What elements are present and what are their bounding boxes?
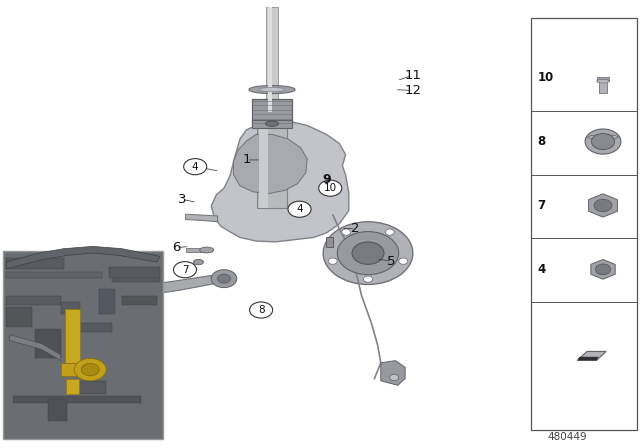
- Bar: [67, 381, 106, 394]
- Ellipse shape: [588, 135, 618, 139]
- Circle shape: [250, 302, 273, 318]
- Bar: [109, 267, 160, 278]
- Polygon shape: [591, 259, 615, 279]
- Text: 10: 10: [538, 71, 554, 84]
- Polygon shape: [589, 194, 618, 217]
- Circle shape: [591, 134, 614, 150]
- Circle shape: [337, 232, 399, 275]
- Text: 8: 8: [258, 305, 264, 315]
- Bar: [6, 296, 61, 305]
- Text: 12: 12: [404, 84, 421, 97]
- Text: 1: 1: [242, 153, 251, 167]
- Bar: [66, 379, 79, 394]
- Circle shape: [399, 258, 408, 264]
- Circle shape: [595, 264, 611, 275]
- Ellipse shape: [257, 309, 268, 314]
- Ellipse shape: [266, 121, 278, 126]
- Circle shape: [74, 358, 106, 381]
- Polygon shape: [186, 214, 218, 222]
- Bar: [80, 323, 112, 332]
- Polygon shape: [381, 361, 405, 385]
- Bar: [252, 120, 292, 128]
- Text: 4: 4: [538, 263, 546, 276]
- Bar: [65, 309, 80, 363]
- Bar: [266, 7, 278, 112]
- Circle shape: [211, 270, 237, 288]
- Text: 480449: 480449: [548, 432, 588, 442]
- Bar: [326, 237, 333, 247]
- Text: 10: 10: [324, 183, 337, 193]
- Polygon shape: [6, 246, 160, 269]
- Bar: [596, 77, 609, 81]
- Text: 3: 3: [178, 193, 187, 206]
- Bar: [6, 272, 102, 278]
- Polygon shape: [234, 134, 307, 194]
- Circle shape: [364, 276, 372, 282]
- Polygon shape: [10, 335, 61, 361]
- Polygon shape: [211, 121, 349, 242]
- Text: 11: 11: [404, 69, 421, 82]
- Text: 4: 4: [192, 162, 198, 172]
- Circle shape: [585, 129, 621, 154]
- Circle shape: [385, 229, 394, 235]
- Bar: [6, 307, 32, 327]
- Text: 2: 2: [351, 222, 360, 235]
- Text: 5: 5: [387, 254, 396, 268]
- Ellipse shape: [259, 87, 285, 92]
- Circle shape: [288, 201, 311, 217]
- Bar: [35, 329, 61, 358]
- Bar: [3, 251, 163, 439]
- Bar: [48, 399, 67, 421]
- Bar: [531, 18, 637, 430]
- Bar: [257, 112, 287, 208]
- Polygon shape: [115, 273, 230, 297]
- Circle shape: [218, 274, 230, 283]
- Text: 8: 8: [538, 135, 546, 148]
- Bar: [599, 81, 607, 93]
- Circle shape: [352, 242, 384, 264]
- Bar: [268, 7, 271, 112]
- Text: 7: 7: [538, 199, 546, 212]
- Polygon shape: [577, 357, 598, 360]
- Bar: [99, 289, 115, 314]
- Bar: [61, 363, 84, 376]
- Circle shape: [173, 262, 196, 278]
- Text: 7: 7: [182, 265, 188, 275]
- Bar: [259, 112, 268, 208]
- Text: 6: 6: [172, 241, 180, 254]
- Circle shape: [81, 363, 99, 376]
- Bar: [186, 248, 205, 252]
- Bar: [112, 276, 160, 282]
- Circle shape: [184, 159, 207, 175]
- Text: 9: 9: [322, 172, 331, 186]
- Circle shape: [323, 222, 413, 284]
- Circle shape: [342, 229, 351, 235]
- Polygon shape: [577, 351, 606, 360]
- Bar: [269, 7, 275, 18]
- Ellipse shape: [193, 259, 204, 265]
- Circle shape: [594, 199, 612, 212]
- Bar: [6, 258, 64, 269]
- Ellipse shape: [200, 247, 214, 253]
- Circle shape: [319, 180, 342, 196]
- Ellipse shape: [249, 86, 295, 94]
- Bar: [61, 302, 80, 314]
- Circle shape: [328, 258, 337, 264]
- Ellipse shape: [596, 79, 609, 83]
- Circle shape: [390, 375, 399, 381]
- Bar: [256, 306, 269, 315]
- Text: 4: 4: [296, 204, 303, 214]
- Bar: [252, 99, 292, 125]
- Bar: [13, 396, 141, 403]
- Bar: [122, 296, 157, 305]
